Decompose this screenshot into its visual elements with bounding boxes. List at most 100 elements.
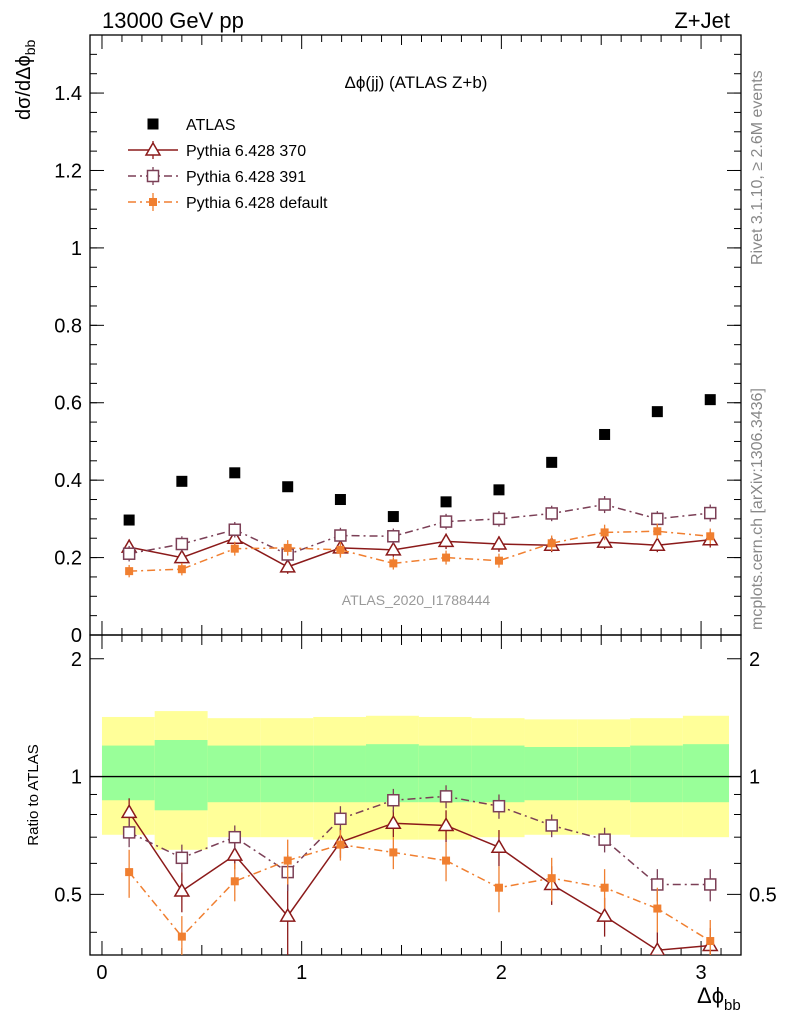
- main-series-2-point: [545, 507, 558, 520]
- main-series-0-point: [387, 511, 399, 523]
- ratio-y-tick-label: 2: [71, 649, 82, 671]
- mcplots-label: mcplots.cern.ch [arXiv:1306.3436]: [749, 388, 766, 630]
- main-series-3-point: [653, 527, 662, 536]
- uncertainty-band-green: [682, 744, 730, 803]
- main-series-0-point: [282, 481, 294, 493]
- main-series-3-point: [336, 545, 345, 554]
- uncertainty-band-green: [630, 745, 683, 803]
- ratio-series-0-point: [596, 907, 613, 922]
- main-series-1-point: [173, 549, 191, 564]
- main-series-0-point: [704, 394, 716, 406]
- ratio-series-0-point: [279, 907, 297, 922]
- main-series-2-point: [651, 512, 664, 526]
- main-plot-title: Δϕ(jj) (ATLAS Z+b): [345, 73, 488, 92]
- ratio-series-0-point: [437, 816, 455, 832]
- main-series-2-point: [175, 537, 189, 551]
- main-series-0-point: [229, 467, 241, 479]
- uncertainty-band-green: [471, 745, 525, 803]
- main-y-tick-label: 1.4: [54, 83, 82, 105]
- uncertainty-band-green: [101, 745, 155, 801]
- main-series-2-point: [122, 547, 136, 560]
- main-series-3-line: [129, 530, 711, 572]
- main-y-tick-label: 0.8: [54, 315, 82, 337]
- main-series-2-point: [228, 523, 242, 536]
- ratio-series-0-point: [385, 814, 402, 829]
- main-y-axis-label: dσ/dΔϕbb: [13, 39, 38, 120]
- ratio-series-1-point: [122, 826, 136, 839]
- main-series-2-point: [703, 506, 717, 520]
- legend-marker-0: [147, 118, 159, 130]
- uncertainty-band-green: [313, 745, 366, 803]
- main-series-0-point: [440, 496, 452, 508]
- main-series-2-point: [598, 498, 611, 511]
- ratio-plot-frame: [89, 634, 742, 956]
- ratio-series-2-point: [389, 848, 398, 857]
- ratio-y-tick-label: 0.5: [54, 884, 82, 906]
- process-label: Z+Jet: [674, 8, 730, 33]
- ratio-series-1-point: [228, 830, 242, 844]
- legend-label-1: Pythia 6.428 370: [186, 143, 306, 160]
- main-series-3-point: [125, 567, 134, 576]
- ratio-plot: 0 1 2 3 0.5 0.5 1 1 2 2: [54, 634, 777, 984]
- ratio-series-2-line: [128, 843, 711, 942]
- legend-marker-2: [146, 169, 160, 183]
- ratio-series-1-point: [545, 819, 558, 832]
- main-y-tick-label: 1: [71, 238, 82, 260]
- ratio-series-0-point: [120, 803, 138, 819]
- ratio-series-1-line: [128, 795, 711, 886]
- ratio-series-0-point: [490, 838, 508, 853]
- main-series-2-point: [334, 529, 347, 542]
- ratio-series-2-point: [177, 932, 186, 941]
- main-series-3-point: [442, 553, 451, 562]
- uncertainty-band-green: [524, 747, 578, 801]
- ratio-series-2-point: [336, 840, 345, 849]
- main-series-3-point: [389, 559, 398, 568]
- watermark-label: ATLAS_2020_I1788444: [342, 592, 491, 608]
- main-series-1-point: [437, 532, 455, 548]
- main-series-0-point: [123, 514, 135, 526]
- energy-label: 13000 GeV pp: [102, 8, 244, 33]
- ratio-series-2-point: [653, 904, 662, 913]
- x-tick-label: 2: [496, 962, 507, 984]
- main-series-3-point: [177, 565, 186, 574]
- main-series-0-point: [546, 456, 558, 468]
- main-y-tick-label: 0.2: [54, 548, 82, 570]
- main-series-1-line: [128, 537, 711, 568]
- main-series-3-point: [283, 543, 292, 552]
- ratio-series-1-point: [387, 793, 400, 807]
- ratio-series-2-point: [125, 868, 134, 877]
- uncertainty-band-green: [365, 744, 419, 803]
- main-series-2-point: [439, 515, 453, 528]
- x-tick-label: 0: [96, 962, 107, 984]
- ratio-y-tick-label: 1: [71, 767, 82, 789]
- legend-marker-3: [149, 198, 157, 206]
- legend-marker-1: [144, 141, 162, 156]
- uncertainty-band-green: [577, 747, 631, 801]
- legend-label-2: Pythia 6.428 391: [186, 169, 306, 186]
- ratio-series-2-point: [547, 874, 556, 883]
- ratio-y-tick-label-right: 1: [749, 767, 760, 789]
- uncertainty-band-green: [154, 740, 208, 811]
- legend: ATLAS Pythia 6.428 370 Pythia 6.428 391 Pyt…: [128, 117, 328, 212]
- x-tick-label: 1: [296, 962, 307, 984]
- ratio-series-0-point: [226, 846, 244, 861]
- main-series-2-line: [129, 503, 711, 556]
- main-series-1-point: [649, 536, 666, 551]
- x-axis-label: Δϕbb: [697, 983, 741, 1014]
- legend-label-3: Pythia 6.428 default: [186, 195, 328, 212]
- ratio-series-2-point: [706, 937, 715, 946]
- ratio-series-1-point: [492, 799, 506, 813]
- main-series-1-point: [279, 558, 297, 573]
- ratio-series-1-point: [334, 812, 347, 826]
- main-plot: 0 0.2 0.4 0.6 0.8 1 1.2 1.4: [54, 34, 742, 647]
- uncertainty-band-green: [207, 745, 261, 803]
- ratio-series-0-line: [128, 811, 711, 951]
- ratio-series-2-point: [494, 883, 503, 892]
- ratio-series-0-point: [173, 882, 191, 897]
- main-series-2-point: [387, 530, 400, 543]
- ratio-y-axis-label: Ratio to ATLAS: [25, 744, 42, 845]
- main-y-tick-label: 0: [71, 625, 82, 647]
- ratio-y-tick-label-right: 2: [749, 649, 760, 671]
- main-series-3-point: [547, 539, 556, 548]
- uncertainty-band-green: [260, 745, 314, 803]
